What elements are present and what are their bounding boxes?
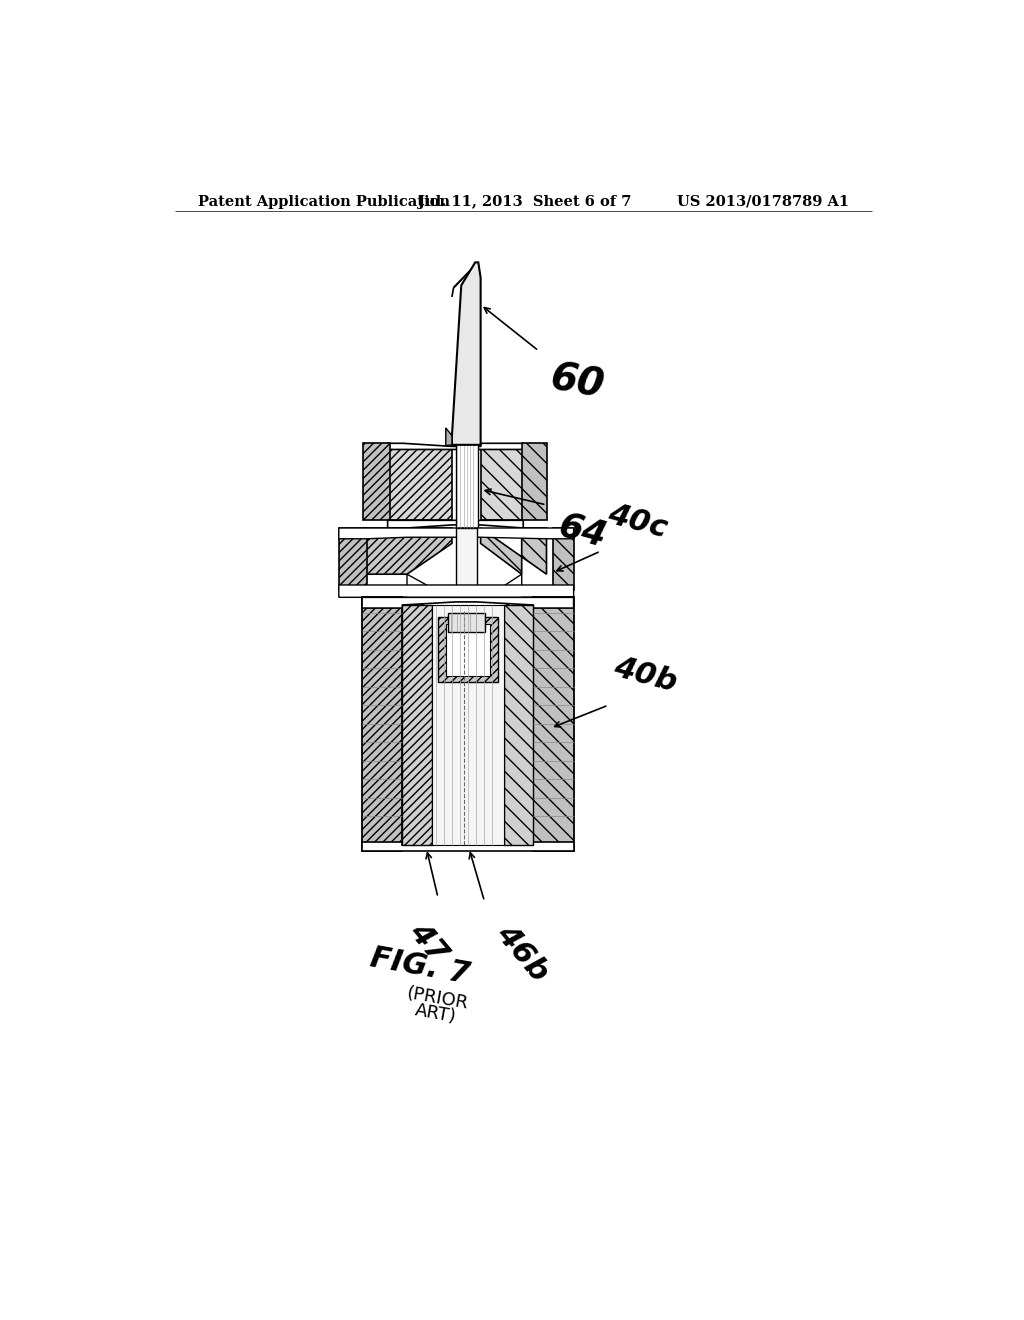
Polygon shape (445, 428, 452, 446)
Text: FIG. 7: FIG. 7 (369, 944, 472, 990)
Polygon shape (339, 585, 573, 620)
Polygon shape (362, 528, 452, 574)
Polygon shape (456, 528, 477, 612)
Text: 60: 60 (547, 359, 606, 405)
Polygon shape (504, 605, 534, 845)
Polygon shape (452, 263, 480, 445)
Text: 46b: 46b (490, 919, 554, 987)
Polygon shape (480, 449, 523, 520)
Polygon shape (362, 597, 402, 851)
Polygon shape (521, 444, 547, 520)
Text: 40c: 40c (604, 500, 671, 544)
Polygon shape (339, 528, 573, 539)
Polygon shape (388, 520, 523, 528)
Polygon shape (362, 597, 573, 609)
Text: Jul. 11, 2013  Sheet 6 of 7: Jul. 11, 2013 Sheet 6 of 7 (418, 194, 632, 209)
Text: 47: 47 (403, 917, 454, 968)
Text: ART): ART) (414, 1002, 458, 1027)
Polygon shape (402, 605, 432, 845)
Polygon shape (388, 449, 452, 520)
Polygon shape (534, 597, 573, 851)
Text: Patent Application Publication: Patent Application Publication (198, 194, 450, 209)
Text: (PRIOR: (PRIOR (406, 983, 470, 1012)
Polygon shape (449, 612, 484, 632)
Text: US 2013/0178789 A1: US 2013/0178789 A1 (677, 194, 849, 209)
Polygon shape (445, 624, 489, 676)
Polygon shape (438, 616, 498, 682)
Polygon shape (480, 574, 521, 616)
Polygon shape (432, 605, 504, 845)
Polygon shape (480, 528, 547, 574)
Polygon shape (553, 528, 573, 590)
Polygon shape (456, 444, 477, 528)
Polygon shape (362, 842, 573, 851)
Polygon shape (362, 444, 390, 520)
Text: 40b: 40b (610, 652, 680, 697)
Polygon shape (407, 574, 456, 616)
Polygon shape (388, 444, 523, 449)
Text: 64: 64 (554, 508, 609, 554)
Polygon shape (339, 528, 367, 590)
